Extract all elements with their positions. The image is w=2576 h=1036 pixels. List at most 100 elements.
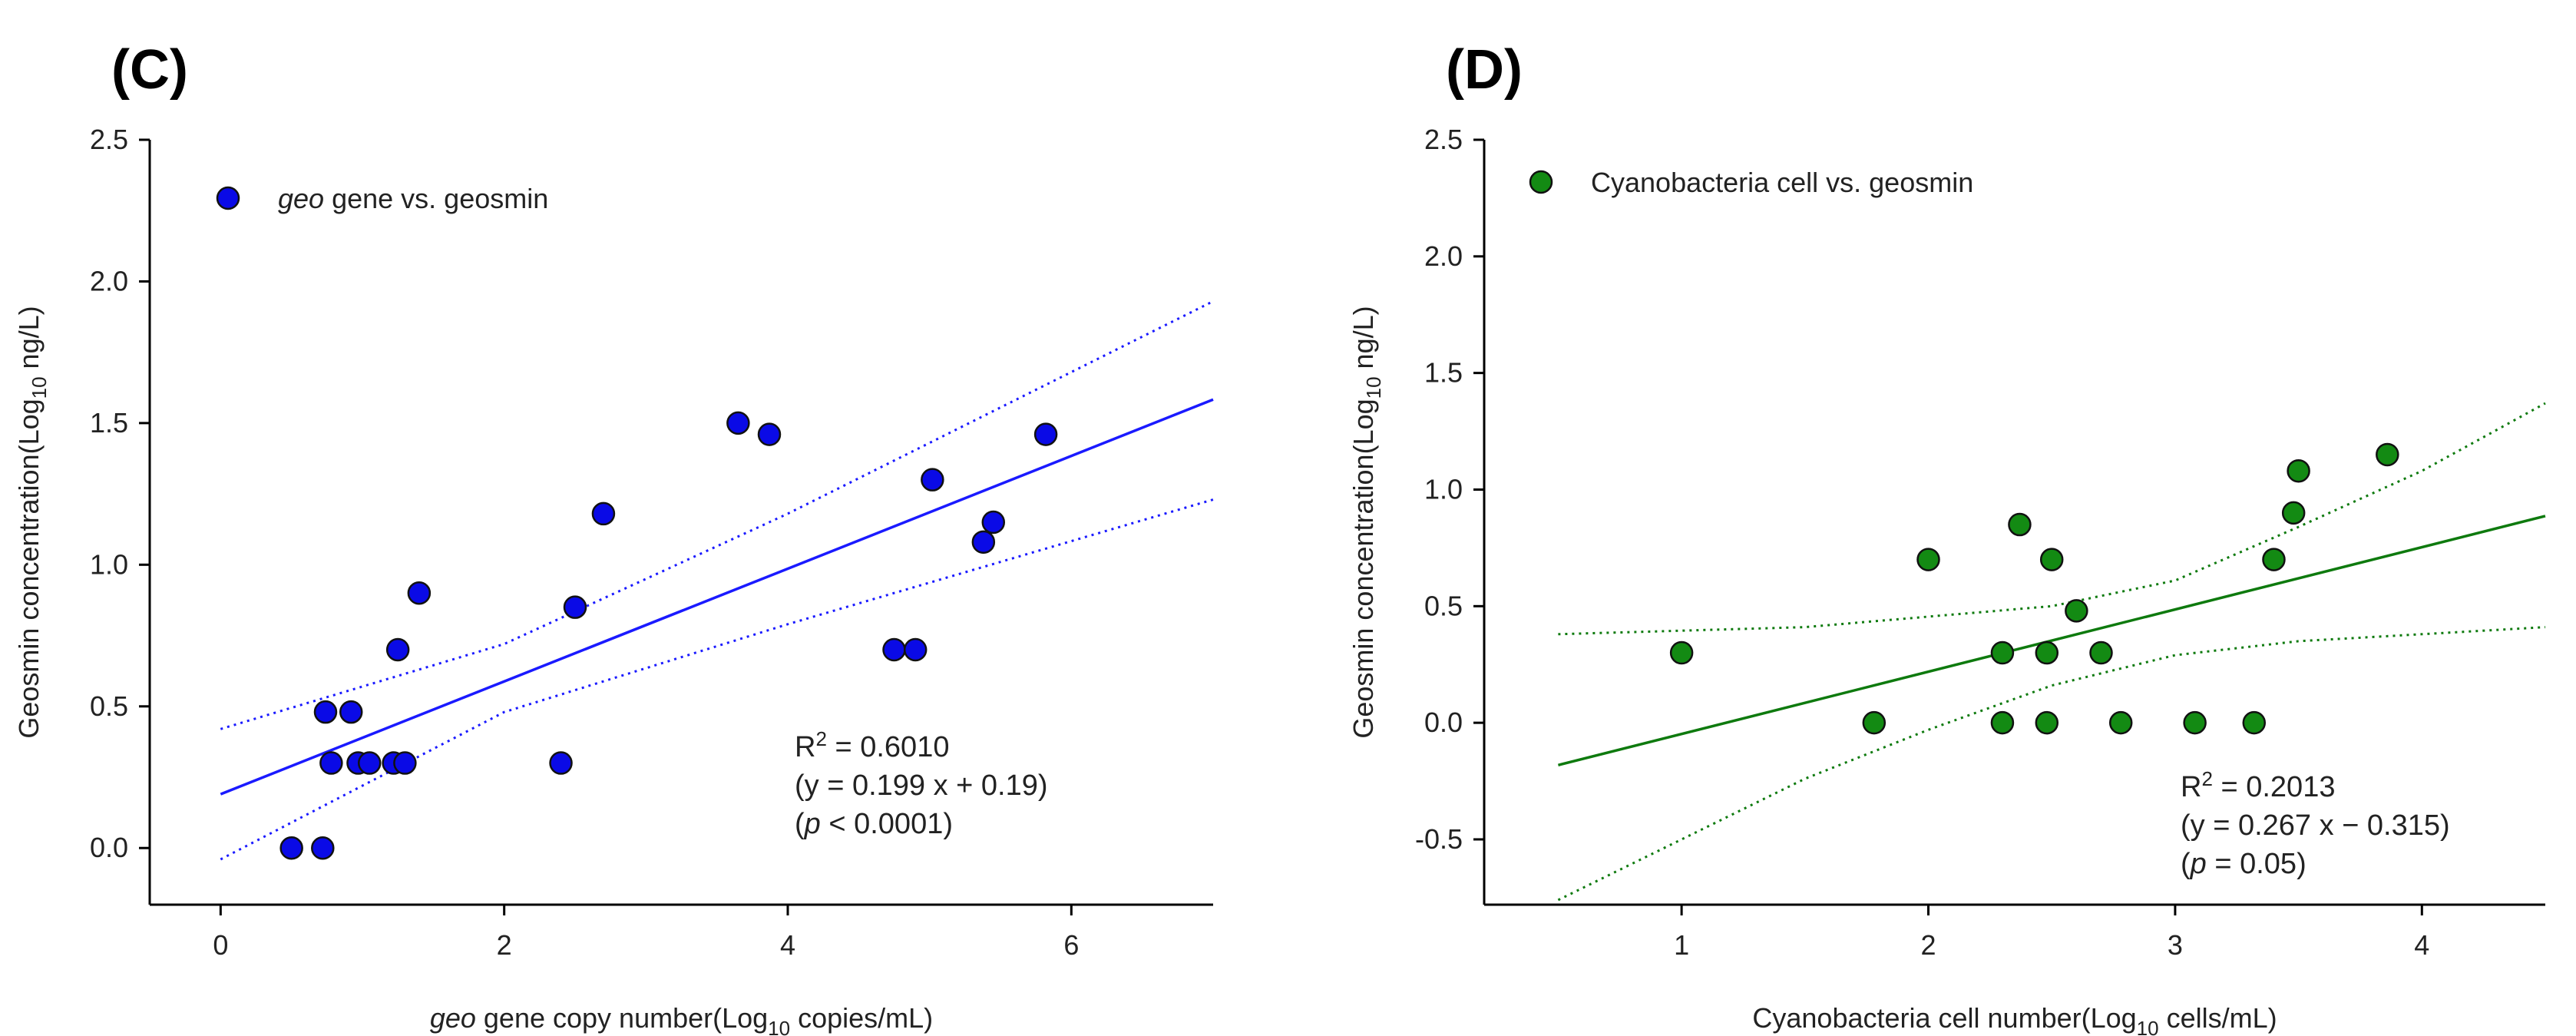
data-point-c — [319, 751, 343, 775]
legend-label-text: Cyanobacteria cell vs. geosmin — [1591, 167, 1973, 198]
data-point-d — [1862, 710, 1887, 735]
x-tick-label-c: 2 — [497, 929, 512, 961]
legend-marker-c — [216, 186, 240, 210]
r-squared-value: = 0.6010 — [827, 731, 950, 763]
y-axis-title-d: Geosmin concentration(Log10 ng/L) — [1348, 306, 1385, 738]
ci-lower-line-d — [1557, 626, 2546, 902]
data-point-c — [357, 751, 382, 775]
y-axis-title-c: Geosmin concentration(Log10 ng/L) — [13, 306, 51, 738]
data-point-d — [2008, 512, 2032, 537]
x-axis-title-post: cells/mL) — [2159, 1002, 2277, 1034]
x-axis-title-c: geo gene copy number(Log10 copies/mL) — [430, 1002, 933, 1036]
regression-line-c — [220, 398, 1214, 796]
p-value-text: = 0.05) — [2207, 848, 2306, 880]
panel-c: (C) 0.0 0.5 1.0 1.5 2.0 2.5 0 2 4 6 geo gene copy n… — [13, 39, 1214, 1036]
r-squared-label-d: R2 = 0.2013 — [2181, 767, 2335, 803]
ci-lower-line-c — [220, 498, 1214, 861]
data-point-d — [2281, 501, 2306, 525]
p-value-text: < 0.0001) — [821, 808, 953, 840]
legend-label-italic: geo — [278, 183, 324, 214]
data-point-c — [311, 836, 335, 860]
data-point-c — [385, 637, 410, 662]
p-value-open: ( — [795, 808, 805, 840]
ci-upper-line-d — [1558, 402, 2546, 636]
data-point-c — [339, 700, 363, 724]
data-point-c — [757, 422, 782, 446]
r-squared-label-c: R2 = 0.6010 — [795, 727, 949, 763]
r-squared-r: R — [795, 731, 815, 763]
legend-label-d: Cyanobacteria cell vs. geosmin — [1591, 167, 1973, 198]
y-axis-title-main: Geosmin concentration(Log — [1348, 399, 1379, 738]
y-tick-label-c: 1.5 — [90, 407, 128, 439]
x-tick-label-d: 3 — [2168, 929, 2183, 961]
p-value-label-c: (p < 0.0001) — [795, 808, 953, 840]
y-tick-label-c: 0.0 — [90, 832, 128, 863]
data-point-c — [279, 836, 303, 860]
y-tick-label-d: 0.5 — [1424, 590, 1463, 621]
equation-label-d: (y = 0.267 x − 0.315) — [2181, 809, 2450, 842]
data-point-d — [2376, 442, 2399, 467]
r-squared-sup: 2 — [2201, 767, 2212, 790]
x-axis-title-sub: 10 — [2137, 1017, 2159, 1036]
data-point-c — [903, 637, 928, 662]
x-tick-label-c: 0 — [213, 929, 228, 961]
data-point-c — [726, 411, 750, 435]
x-axis-title-sub: 10 — [768, 1017, 790, 1036]
p-value-symbol: p — [804, 808, 821, 840]
x-tick-label-d: 2 — [1920, 929, 1936, 961]
data-point-d — [2287, 458, 2310, 483]
y-tick-label-d: 2.5 — [1424, 124, 1463, 155]
r-squared-sup: 2 — [815, 727, 826, 750]
regression-line-d — [1557, 515, 2546, 766]
x-tick-label-d: 4 — [2414, 929, 2429, 961]
y-axis-title-post: ng/L) — [13, 306, 45, 376]
data-point-c — [971, 530, 996, 554]
data-point-d — [1669, 640, 1694, 665]
panel-d: (D) -0.5 0.0 0.5 1.0 1.5 2.0 2.5 1 2 3 4 Cyanobacter… — [1348, 39, 2546, 1036]
ci-upper-line-c — [220, 300, 1214, 730]
data-point-d — [2183, 710, 2207, 735]
y-axis-title-post: ng/L) — [1348, 306, 1379, 376]
data-point-d — [2039, 548, 2064, 571]
y-tick-label-d: 2.0 — [1424, 240, 1463, 272]
data-point-d — [1990, 710, 2015, 735]
data-point-d — [2108, 710, 2133, 735]
data-point-d — [2035, 710, 2059, 735]
x-axis-title-post: copies/mL) — [790, 1002, 933, 1034]
x-axis-title-main: Cyanobacteria cell number(Log — [1752, 1002, 2136, 1034]
data-point-c — [981, 510, 1006, 535]
data-point-c — [563, 595, 587, 619]
legend-label-text: gene vs. geosmin — [324, 183, 548, 214]
data-point-d — [1916, 548, 1940, 571]
y-tick-label-d: 1.5 — [1424, 357, 1463, 389]
y-tick-label-c: 2.0 — [90, 265, 128, 296]
legend-label-c: geo gene vs. geosmin — [278, 183, 548, 214]
y-axis-title-main: Geosmin concentration(Log — [13, 399, 45, 738]
data-point-d — [2242, 710, 2267, 735]
p-value-label-d: (p = 0.05) — [2181, 848, 2306, 880]
x-axis-title-main: gene copy number(Log — [476, 1002, 768, 1034]
p-value-open: ( — [2181, 848, 2191, 880]
data-point-c — [921, 468, 944, 492]
y-tick-label-d: 0.0 — [1424, 707, 1463, 738]
r-squared-value: = 0.2013 — [2213, 771, 2336, 803]
y-axis-title-sub: 10 — [28, 376, 51, 399]
r-squared-r: R — [2181, 771, 2201, 803]
panel-label-c: (C) — [111, 39, 188, 101]
p-value-symbol: p — [2190, 848, 2207, 880]
data-point-c — [882, 637, 906, 662]
y-tick-label-d: -0.5 — [1415, 823, 1463, 855]
x-axis-title-italic: geo — [430, 1002, 476, 1034]
x-axis-title-d: Cyanobacteria cell number(Log10 cells/mL… — [1752, 1002, 2277, 1036]
y-tick-label-c: 2.5 — [90, 124, 128, 155]
data-point-d — [2089, 640, 2113, 665]
x-tick-label-c: 4 — [780, 929, 795, 961]
data-point-c — [313, 700, 338, 724]
data-point-d — [1990, 640, 2015, 665]
data-point-d — [2065, 599, 2088, 623]
y-tick-label-c: 1.0 — [90, 548, 128, 580]
x-tick-label-d: 1 — [1674, 929, 1689, 961]
y-axis-title-sub: 10 — [1362, 376, 1385, 399]
equation-label-c: (y = 0.199 x + 0.19) — [795, 770, 1048, 802]
data-point-c — [1033, 422, 1058, 446]
